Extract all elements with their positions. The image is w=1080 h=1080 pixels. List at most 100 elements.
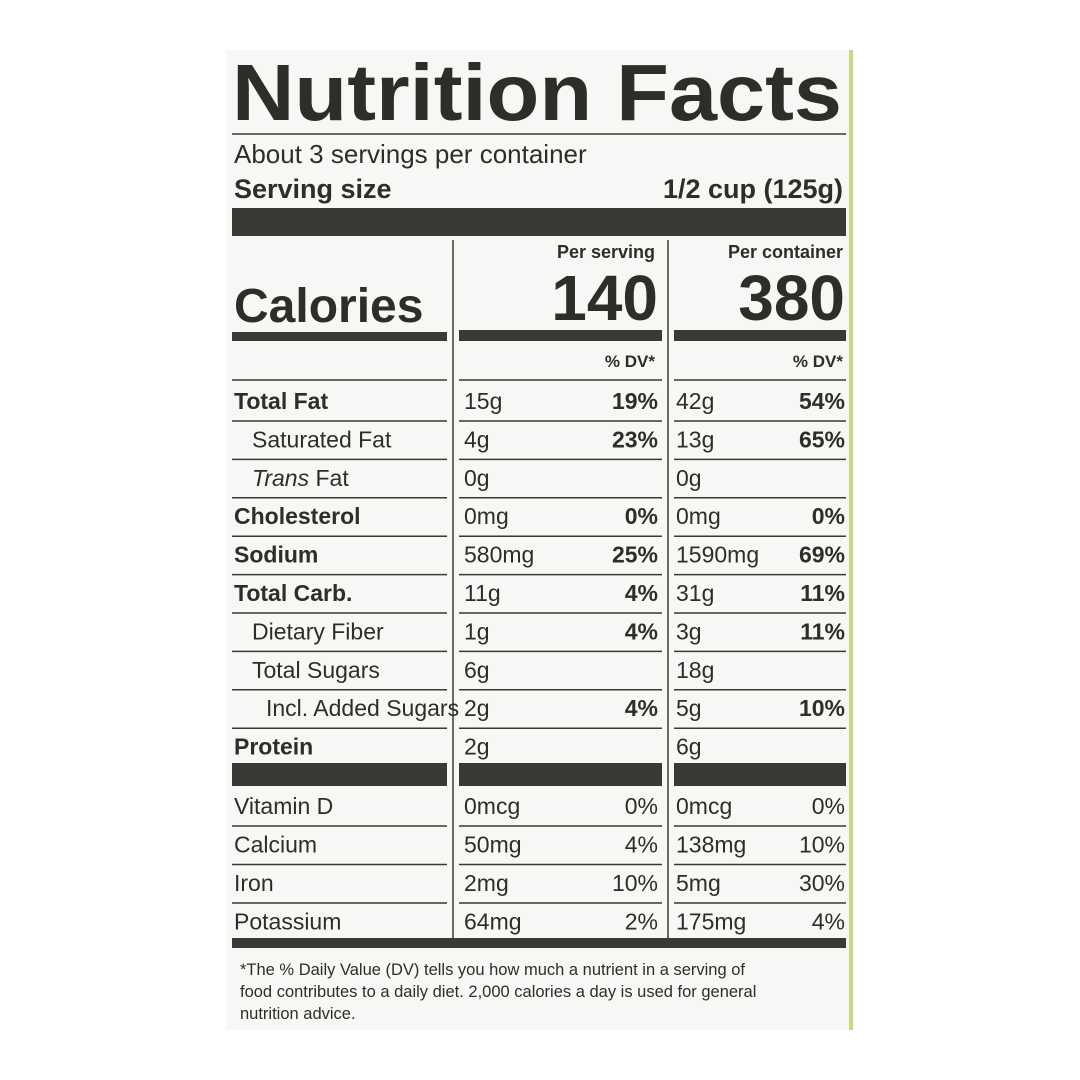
- serving-dv: 0%: [625, 503, 658, 529]
- container-dv: 4%: [812, 909, 845, 935]
- nutrient-name: Dietary Fiber: [252, 618, 384, 644]
- serving-amount: 2g: [464, 734, 490, 760]
- calories-per-serving: 140: [551, 262, 658, 334]
- nutrient-name: Cholesterol: [234, 503, 361, 529]
- rule: [459, 330, 662, 341]
- title: Nutrition Facts: [232, 48, 842, 137]
- serving-dv: 0%: [625, 793, 658, 819]
- serving-amount: 0g: [464, 465, 490, 491]
- container-dv: 10%: [799, 832, 845, 858]
- per-serving-header: Per serving: [557, 242, 655, 262]
- calories-per-container: 380: [738, 262, 845, 334]
- thick-rule: [232, 938, 846, 948]
- serving-amount: 2g: [464, 695, 490, 721]
- container-dv: 69%: [799, 542, 845, 568]
- nutrient-name-text: Total Fat: [234, 388, 328, 414]
- container-amount: 5g: [676, 695, 702, 721]
- nutrient-name: Total Sugars: [252, 657, 380, 683]
- nutrient-name-text: Fat: [315, 465, 349, 491]
- package-edge: [849, 50, 853, 1030]
- dv-header: % DV*: [605, 352, 655, 371]
- serving-amount: 1g: [464, 618, 490, 644]
- container-amount: 31g: [676, 580, 714, 606]
- nutrient-name-text: Iron: [234, 870, 274, 896]
- nutrient-name: Calcium: [234, 832, 317, 858]
- serving-amount: 0mg: [464, 503, 509, 529]
- container-dv: 11%: [800, 618, 845, 644]
- serving-dv: 4%: [625, 580, 658, 606]
- thick-rule: [232, 763, 447, 786]
- nutrient-name-text: Total Carb.: [234, 580, 352, 606]
- nutrient-name: Total Carb.: [234, 580, 352, 606]
- nutrient-name-text: Dietary Fiber: [252, 618, 384, 644]
- serving-amount: 0mcg: [464, 793, 520, 819]
- serving-amount: 6g: [464, 657, 490, 683]
- nutrient-name-text: Potassium: [234, 909, 341, 935]
- nutrient-name: Incl. Added Sugars: [266, 695, 459, 721]
- container-amount: 175mg: [676, 909, 746, 935]
- rule: [674, 330, 846, 341]
- serving-dv: 10%: [612, 870, 658, 896]
- thick-rule: [674, 763, 846, 786]
- nutrient-name-prefix: Trans: [252, 465, 310, 491]
- serving-dv: 19%: [612, 388, 658, 414]
- serving-amount: 11g: [464, 580, 501, 606]
- nutrient-name-text: Total Sugars: [252, 657, 380, 683]
- nutrient-name-text: Cholesterol: [234, 503, 361, 529]
- calories-label: Calories: [234, 280, 423, 333]
- container-dv: 65%: [799, 426, 845, 452]
- servings: About 3 servings per container: [234, 139, 587, 169]
- serving-size-label: Serving size: [234, 174, 392, 204]
- footnote-line: nutrition advice.: [240, 1005, 356, 1023]
- container-amount: 3g: [676, 618, 702, 644]
- container-amount: 138mg: [676, 832, 746, 858]
- container-dv: 30%: [799, 870, 845, 896]
- nutrient-name-text: Calcium: [234, 832, 317, 858]
- nutrient-name: Sodium: [234, 542, 318, 568]
- container-amount: 13g: [676, 426, 714, 452]
- serving-dv: 4%: [625, 618, 658, 644]
- footnote-line: *The % Daily Value (DV) tells you how mu…: [240, 961, 745, 979]
- container-amount: 5mg: [676, 870, 721, 896]
- serving-amount: 50mg: [464, 832, 522, 858]
- per-container-header: Per container: [728, 242, 843, 262]
- container-dv: 54%: [799, 388, 845, 414]
- container-dv: 11%: [800, 580, 845, 606]
- nutrient-name: Total Fat: [234, 388, 328, 414]
- nutrient-name-text: Saturated Fat: [252, 426, 392, 452]
- container-amount: 0mg: [676, 503, 721, 529]
- serving-amount: 580mg: [464, 542, 534, 568]
- serving-dv: 2%: [625, 909, 658, 935]
- serving-dv: 4%: [625, 832, 658, 858]
- serving-dv: 23%: [612, 426, 658, 452]
- rule: [232, 332, 447, 341]
- nutrient-name: Trans Fat: [252, 465, 349, 491]
- thick-rule: [232, 208, 846, 236]
- container-amount: 42g: [676, 388, 714, 414]
- nutrient-name-text: Incl. Added Sugars: [266, 695, 459, 721]
- serving-amount: 64mg: [464, 909, 522, 935]
- container-amount: 0mcg: [676, 793, 732, 819]
- nutrient-name-text: Vitamin D: [234, 793, 333, 819]
- container-dv: 0%: [812, 793, 845, 819]
- container-amount: 6g: [676, 734, 702, 760]
- nutrient-name: Protein: [234, 734, 313, 760]
- container-amount: 18g: [676, 657, 714, 683]
- serving-dv: 25%: [612, 542, 658, 568]
- nutrient-name: Saturated Fat: [252, 426, 392, 452]
- container-dv: 10%: [799, 695, 845, 721]
- nutrient-name: Vitamin D: [234, 793, 333, 819]
- serving-dv: 4%: [625, 695, 658, 721]
- thick-rule: [459, 763, 662, 786]
- footnote-line: food contributes to a daily diet. 2,000 …: [240, 983, 756, 1001]
- serving-amount: 15g: [464, 388, 502, 414]
- nutrient-name-text: Protein: [234, 734, 313, 760]
- serving-amount: 4g: [464, 426, 490, 452]
- nutrient-name: Iron: [234, 870, 274, 896]
- container-amount: 1590mg: [676, 542, 759, 568]
- dv-header: % DV*: [793, 352, 843, 371]
- nutrient-name: Potassium: [234, 909, 341, 935]
- nutrient-name-text: Sodium: [234, 542, 318, 568]
- container-dv: 0%: [812, 503, 845, 529]
